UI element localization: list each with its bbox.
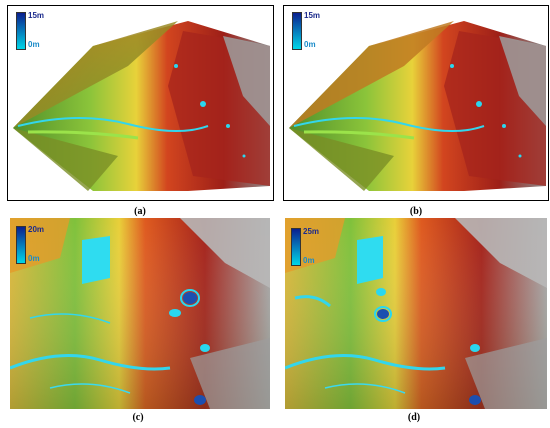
map-panel-c: 20m 0m: [10, 218, 270, 409]
legend-max-label: 20m: [28, 225, 45, 234]
depth-colorbar: [292, 12, 302, 50]
terrain-render-b: [289, 21, 546, 191]
legend-max-label: 15m: [304, 11, 321, 20]
terrain-render-c: [10, 218, 270, 409]
legend-min-label: 0m: [28, 254, 40, 263]
legend-max-label: 25m: [303, 227, 320, 236]
caption-c: (c): [132, 412, 144, 423]
depth-colorbar: [16, 226, 26, 264]
caption-d: (d): [407, 412, 421, 423]
map-panel-a: 15m 0m: [7, 5, 274, 201]
legend-min-label: 0m: [303, 256, 315, 265]
depth-colorbar: [291, 228, 301, 266]
legend-min-label: 0m: [304, 40, 316, 49]
caption-b: (b): [409, 206, 423, 217]
legend-min-label: 0m: [28, 40, 40, 49]
terrain-render-a: [13, 21, 270, 191]
legend-max-label: 15m: [28, 11, 45, 20]
map-panel-d: 25m 0m: [285, 218, 547, 409]
caption-a: (a): [134, 206, 146, 217]
map-panel-b: 15m 0m: [283, 5, 549, 201]
depth-colorbar: [16, 12, 26, 50]
terrain-render-d: [285, 218, 547, 409]
